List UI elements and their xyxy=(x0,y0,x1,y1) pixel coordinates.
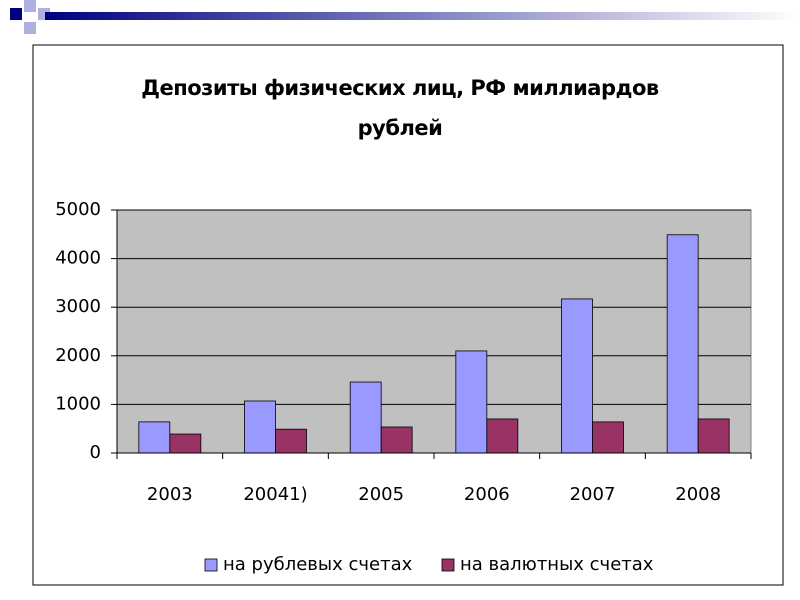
bar xyxy=(561,298,593,454)
bar xyxy=(138,421,171,454)
y-tick-label: 4000 xyxy=(55,248,101,269)
x-tick-label: 2006 xyxy=(464,484,510,505)
decor-square xyxy=(24,0,36,12)
y-tick-label: 2000 xyxy=(55,345,101,366)
legend-label: на рублевых счетах xyxy=(223,554,413,575)
y-tick-label: 1000 xyxy=(55,393,101,414)
y-tick-label: 5000 xyxy=(55,199,101,220)
bar xyxy=(697,418,730,454)
bar xyxy=(169,433,202,454)
plot-area xyxy=(116,209,752,454)
chart-title: Депозиты физических лиц, РФ миллиардов р… xyxy=(141,76,659,140)
decor-line xyxy=(45,12,800,20)
bar xyxy=(349,381,382,454)
bar xyxy=(666,234,699,454)
bar xyxy=(275,428,307,454)
y-tick-label: 0 xyxy=(90,442,101,463)
legend-label: на валютных счетах xyxy=(460,554,654,575)
x-tick-label: 2003 xyxy=(147,484,193,505)
bar xyxy=(486,418,519,454)
x-tick-label: 20041) xyxy=(243,484,307,505)
legend-swatch xyxy=(441,558,455,572)
decor-square xyxy=(24,22,36,34)
bar xyxy=(380,426,413,454)
x-tick-label: 2008 xyxy=(675,484,721,505)
decor-square xyxy=(10,8,22,20)
bar xyxy=(592,421,624,454)
legend-swatch xyxy=(204,558,218,572)
x-tick-label: 2005 xyxy=(358,484,404,505)
bar xyxy=(455,350,488,454)
x-tick-label: 2007 xyxy=(570,484,616,505)
y-tick-label: 3000 xyxy=(55,296,101,317)
bar xyxy=(244,400,276,454)
